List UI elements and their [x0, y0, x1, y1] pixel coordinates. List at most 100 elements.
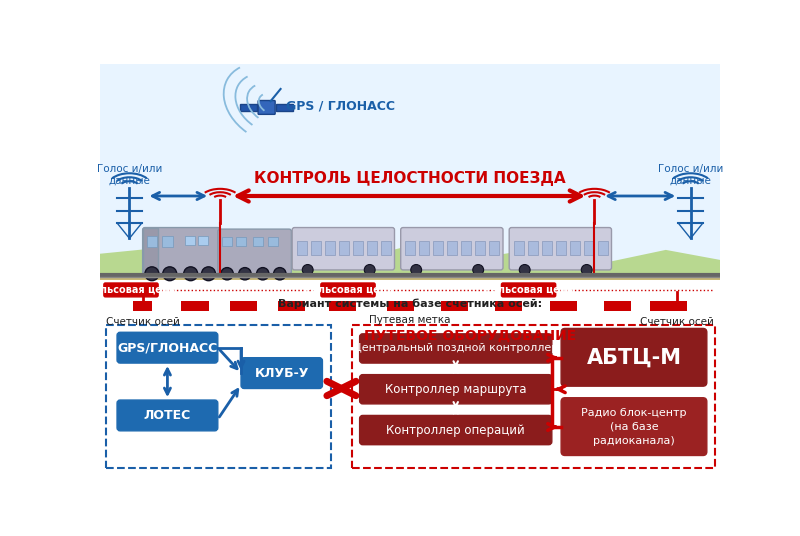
Bar: [668, 301, 686, 311]
FancyBboxPatch shape: [321, 283, 375, 297]
Text: Вариант системы на базе счетника осей:: Вариант системы на базе счетника осей:: [278, 299, 542, 309]
Bar: [386, 301, 414, 311]
FancyBboxPatch shape: [561, 398, 707, 456]
Bar: [276, 105, 293, 110]
FancyBboxPatch shape: [142, 228, 220, 274]
FancyBboxPatch shape: [401, 228, 503, 270]
FancyBboxPatch shape: [292, 228, 394, 270]
Bar: [434, 241, 443, 255]
Bar: [268, 237, 278, 246]
Circle shape: [184, 267, 198, 281]
Bar: [495, 301, 522, 311]
Text: КОНТРОЛЬ ЦЕЛОСТНОСТИ ПОЕЗДА: КОНТРОЛЬ ЦЕЛОСТНОСТИ ПОЕЗДА: [254, 171, 566, 186]
Bar: [253, 237, 262, 246]
Bar: [419, 241, 430, 255]
Bar: [106, 325, 331, 468]
FancyBboxPatch shape: [117, 332, 218, 363]
Text: Рельсовая цепь: Рельсовая цепь: [484, 285, 573, 295]
Text: АБТЦ-М: АБТЦ-М: [586, 348, 682, 368]
Text: Рельсовая цепь: Рельсовая цепь: [303, 285, 393, 295]
Text: КЛУБ-У: КЛУБ-У: [255, 367, 310, 379]
Bar: [584, 241, 594, 255]
FancyBboxPatch shape: [104, 283, 158, 297]
Bar: [230, 301, 258, 311]
Text: ЛОТЕС: ЛОТЕС: [144, 409, 191, 422]
Bar: [100, 274, 720, 280]
Text: Голос и/или
данные: Голос и/или данные: [97, 165, 162, 186]
Bar: [366, 241, 377, 255]
FancyBboxPatch shape: [258, 101, 275, 114]
Bar: [353, 241, 362, 255]
FancyBboxPatch shape: [218, 229, 291, 274]
Polygon shape: [100, 246, 720, 280]
Bar: [381, 241, 390, 255]
Bar: [550, 301, 577, 311]
Bar: [441, 301, 468, 311]
Text: Счетчик осей: Счетчик осей: [106, 317, 179, 327]
Bar: [461, 241, 471, 255]
Bar: [556, 241, 566, 255]
FancyBboxPatch shape: [509, 228, 611, 270]
Bar: [310, 241, 321, 255]
Circle shape: [410, 265, 422, 276]
Bar: [514, 241, 524, 255]
Text: GPS/ГЛОНАСС: GPS/ГЛОНАСС: [118, 341, 218, 354]
Circle shape: [221, 267, 234, 280]
Circle shape: [202, 267, 215, 281]
Bar: [142, 228, 158, 274]
Text: Счетчик осей: Счетчик осей: [641, 317, 714, 327]
Bar: [528, 241, 538, 255]
Circle shape: [162, 267, 177, 281]
Circle shape: [257, 267, 269, 280]
Bar: [329, 301, 356, 311]
Text: ПУТЕВОЕ ОБОРУДОВАНИЕ: ПУТЕВОЕ ОБОРУДОВАНИЕ: [363, 329, 576, 343]
Circle shape: [238, 267, 251, 280]
Bar: [542, 241, 552, 255]
Bar: [406, 241, 415, 255]
Circle shape: [473, 265, 484, 276]
Bar: [222, 237, 232, 246]
Circle shape: [145, 267, 159, 281]
Bar: [475, 241, 485, 255]
Bar: [186, 236, 194, 244]
FancyBboxPatch shape: [360, 375, 552, 404]
Bar: [278, 301, 306, 311]
FancyBboxPatch shape: [502, 283, 556, 297]
Bar: [447, 241, 458, 255]
Circle shape: [302, 265, 313, 276]
Bar: [604, 301, 631, 311]
Bar: [237, 237, 246, 246]
Bar: [338, 241, 349, 255]
Circle shape: [582, 265, 592, 276]
Text: Голос и/или
данные: Голос и/или данные: [658, 165, 723, 186]
Text: Контроллер маршрута: Контроллер маршрута: [385, 383, 526, 396]
Text: Контроллер операций: Контроллер операций: [386, 423, 525, 436]
Bar: [182, 301, 209, 311]
Bar: [162, 236, 173, 247]
Bar: [134, 301, 152, 311]
Bar: [198, 236, 208, 244]
Bar: [297, 241, 307, 255]
Circle shape: [364, 265, 375, 276]
Bar: [352, 325, 714, 468]
Text: Радио блок-центр
(на базе
радиоканала): Радио блок-центр (на базе радиоканала): [582, 408, 686, 446]
Bar: [570, 241, 580, 255]
FancyBboxPatch shape: [117, 400, 218, 431]
FancyBboxPatch shape: [241, 358, 322, 389]
Bar: [489, 241, 499, 255]
Text: GPS / ГЛОНАСС: GPS / ГЛОНАСС: [286, 100, 395, 113]
Text: Центральный поздной контроллер: Центральный поздной контроллер: [353, 344, 558, 353]
Bar: [240, 105, 258, 110]
Circle shape: [274, 267, 286, 280]
FancyBboxPatch shape: [561, 329, 707, 386]
FancyBboxPatch shape: [360, 334, 552, 363]
Bar: [598, 241, 608, 255]
Text: Рельсовая цепь: Рельсовая цепь: [86, 285, 175, 295]
Circle shape: [519, 265, 530, 276]
Bar: [100, 64, 720, 280]
Bar: [650, 301, 678, 311]
FancyBboxPatch shape: [360, 415, 552, 445]
Bar: [325, 241, 335, 255]
Bar: [146, 236, 158, 247]
Text: Путевая метка: Путевая метка: [370, 315, 450, 325]
